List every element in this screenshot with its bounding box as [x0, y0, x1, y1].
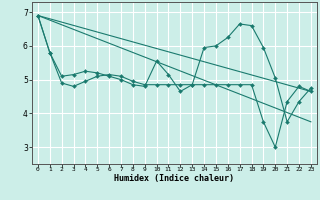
- X-axis label: Humidex (Indice chaleur): Humidex (Indice chaleur): [115, 174, 234, 183]
